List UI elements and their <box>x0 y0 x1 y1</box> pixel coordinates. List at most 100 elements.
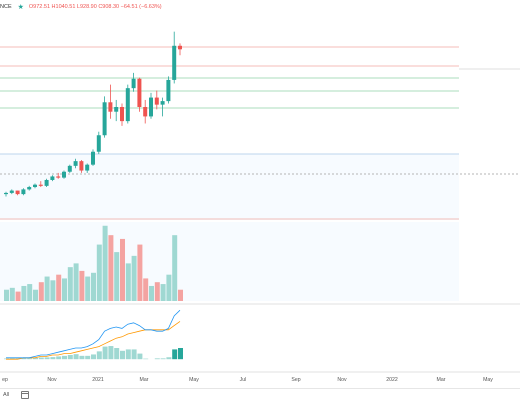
candle-body <box>172 45 177 80</box>
macd-histogram-bar <box>172 349 178 360</box>
candle-body <box>44 179 49 186</box>
candle-body <box>131 78 136 89</box>
macd-histogram-bar <box>178 348 183 360</box>
macd-histogram-bar <box>21 358 27 360</box>
x-tick-label: May <box>483 377 493 383</box>
candle-body <box>73 161 78 166</box>
macd-histogram-bar <box>27 358 33 360</box>
volume-bar <box>67 267 73 301</box>
macd-histogram-bar <box>38 357 44 360</box>
macd-histogram-bar <box>160 358 166 360</box>
macd-histogram-bar <box>91 354 96 360</box>
x-tick-label: 2021 <box>92 377 104 383</box>
x-tick-label: Jul <box>240 377 247 383</box>
volume-bar <box>44 276 50 301</box>
macd-histogram-bar <box>102 346 108 360</box>
volume-bar <box>160 284 166 301</box>
volume-bar <box>62 278 67 301</box>
candle-body <box>108 102 113 112</box>
candle-body <box>149 97 153 117</box>
symbol-label[interactable]: NCE <box>0 4 12 10</box>
candle-body <box>143 106 148 117</box>
candle-body <box>33 184 37 188</box>
candle-body <box>21 189 26 195</box>
candle-body <box>67 165 72 172</box>
volume-bar <box>21 285 27 301</box>
volume-bar <box>27 284 33 301</box>
macd-histogram-bar <box>137 353 143 360</box>
macd-histogram-bar <box>50 357 56 360</box>
chart-header: NCE ★ O972.51 H1040.51 L928.90 C908.30 −… <box>0 0 520 14</box>
volume-bar <box>114 252 120 301</box>
star-icon[interactable]: ★ <box>17 4 24 11</box>
candle-body <box>38 184 43 186</box>
x-tick-label: May <box>189 377 199 383</box>
volume-bar <box>108 235 114 301</box>
volume-bar <box>85 276 91 301</box>
macd-histogram-bar <box>79 355 85 360</box>
x-tick-label: 2022 <box>386 377 398 383</box>
macd-histogram-bar <box>73 354 79 360</box>
macd-line <box>6 309 181 359</box>
volume-bar <box>56 274 62 301</box>
volume-bar <box>178 289 183 301</box>
macd-histogram-bar <box>131 349 137 360</box>
macd-histogram-bar <box>114 348 120 360</box>
candle-body <box>79 161 84 171</box>
macd-histogram-bar <box>56 356 62 360</box>
volume-bar <box>38 282 44 301</box>
volume-bar <box>15 291 21 301</box>
volume-bar <box>79 270 85 301</box>
x-tick-label: Sep <box>291 377 300 383</box>
macd-histogram-bar <box>44 357 50 360</box>
volume-bar <box>166 274 172 301</box>
candle-body <box>114 106 119 112</box>
x-tick-label: Mar <box>140 377 149 383</box>
volume-bar <box>91 272 96 301</box>
lower-zone-band <box>0 154 459 220</box>
macd-histogram-bar <box>85 355 91 360</box>
candle-body <box>178 45 182 50</box>
volume-bar <box>143 278 149 301</box>
x-tick-label: Nov <box>47 377 57 383</box>
candle-body <box>96 135 101 152</box>
macd-histogram-bar <box>166 357 172 360</box>
candle-body <box>120 106 124 122</box>
volume-bar <box>4 289 9 301</box>
range-all-button[interactable]: All <box>3 392 10 398</box>
candle-body <box>137 78 142 107</box>
candle-body <box>4 192 8 195</box>
candle-body <box>62 171 66 178</box>
candle-body <box>9 190 14 193</box>
candle-body <box>154 97 159 105</box>
candle-body <box>160 101 165 105</box>
x-tick-label: Nov <box>337 377 347 383</box>
ohlc-readout: O972.51 H1040.51 L928.90 C908.30 −64.51 … <box>28 4 162 10</box>
x-tick-label: ep <box>2 377 8 383</box>
volume-bar <box>154 282 160 301</box>
macd-histogram-bar <box>143 358 149 360</box>
macd-histogram-bar <box>96 351 102 360</box>
volume-bar <box>33 289 38 301</box>
candle-body <box>125 88 130 122</box>
signal-line <box>6 321 181 360</box>
volume-bar <box>149 285 154 301</box>
calendar-icon[interactable] <box>21 391 29 399</box>
macd-histogram-bar <box>62 355 67 360</box>
volume-bar <box>172 235 178 301</box>
candle-body <box>85 164 90 171</box>
macd-histogram-bar <box>9 358 15 360</box>
macd-histogram-bar <box>108 346 114 360</box>
volume-bar <box>102 225 108 301</box>
x-tick-label: Mar <box>437 377 446 383</box>
candle-body <box>15 190 20 195</box>
macd-histogram-bar <box>125 349 131 360</box>
candle-body <box>50 176 55 180</box>
candle-body <box>102 102 107 136</box>
macd-histogram-bar <box>154 358 160 360</box>
volume-bar <box>131 255 137 301</box>
volume-bar <box>120 238 125 301</box>
volume-bar <box>96 244 102 301</box>
candle-body <box>91 151 95 165</box>
